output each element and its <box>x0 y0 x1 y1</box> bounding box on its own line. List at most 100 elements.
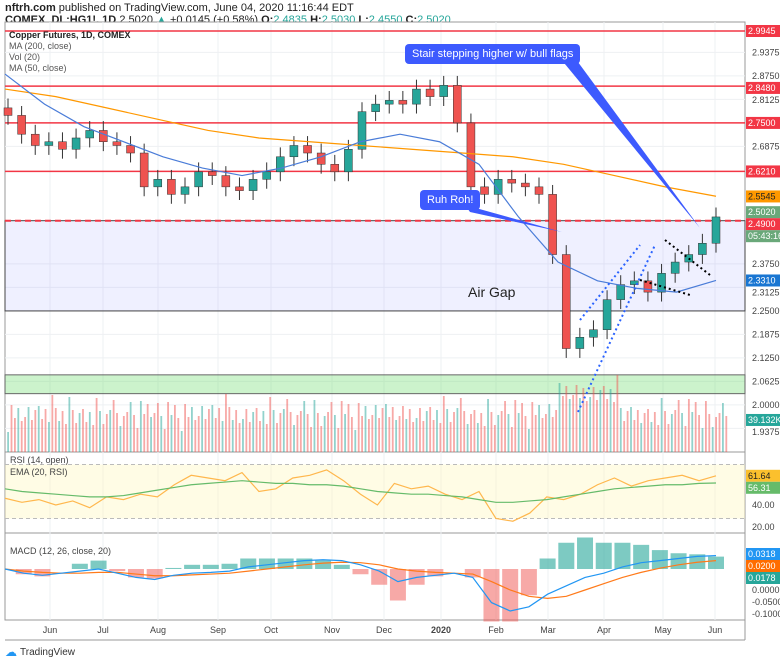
macd-histogram-bar <box>127 569 144 578</box>
y-tick-label: 2.6875 <box>752 141 780 151</box>
legend-macd[interactable]: MACD (12, 26, close, 20) <box>10 546 112 556</box>
legend-ma50[interactable]: MA (50, close) <box>9 63 67 73</box>
last-price-label-bg <box>746 206 780 219</box>
volume-bar <box>527 429 530 452</box>
candle-body <box>44 141 54 146</box>
volume-bar <box>439 423 442 452</box>
volume-bar <box>58 421 61 452</box>
volume-bar <box>626 411 629 452</box>
volume-bar <box>473 410 476 452</box>
volume-bar <box>75 423 78 452</box>
tradingview-cloud-icon: ☁ <box>5 645 17 659</box>
volume-bar <box>510 427 513 452</box>
volume-bar <box>483 426 486 452</box>
legend-volume[interactable]: Vol (20) <box>9 52 41 62</box>
candle-body <box>412 88 421 105</box>
volume-bar <box>677 400 680 452</box>
level-label: 2.9945 <box>748 26 776 36</box>
macd-histogram-bar <box>333 564 350 569</box>
bull-flags-callout[interactable]: Stair stepping higher w/ bull flags <box>405 44 581 64</box>
candle-body <box>398 100 408 105</box>
macd-histogram-bar <box>202 564 219 569</box>
legend-ema-rsi[interactable]: EMA (20, RSI) <box>10 467 68 477</box>
volume-bar <box>388 417 391 452</box>
volume-bar <box>442 396 445 452</box>
volume-bar <box>44 409 47 452</box>
macd-histogram-bar <box>708 556 724 569</box>
volume-bar <box>555 410 558 452</box>
volume-bar <box>374 405 377 452</box>
candle-body <box>561 254 571 349</box>
volume-bar <box>313 400 316 452</box>
macd-histogram-bar <box>670 553 687 569</box>
volume-bar <box>585 401 588 452</box>
macd-histogram-bar <box>633 544 650 569</box>
volume-bar <box>562 396 564 452</box>
volume-bar <box>504 401 506 452</box>
volume-bar <box>173 405 176 452</box>
volume-bar <box>378 418 381 452</box>
rsi-y-tick: 40.00 <box>752 500 775 510</box>
candle-body <box>534 186 544 195</box>
volume-bar <box>252 412 255 452</box>
volume-bar <box>282 409 285 452</box>
volume-bar <box>262 411 265 452</box>
volume-bar <box>303 401 306 452</box>
volume-bar <box>517 413 520 452</box>
legend-rsi[interactable]: RSI (14, open) <box>10 455 69 465</box>
candle-body <box>3 107 13 116</box>
volume-bar <box>429 407 432 452</box>
tradingview-logo[interactable]: ☁ TradingView <box>5 645 75 659</box>
macd-histogram-bar <box>221 563 238 569</box>
volume-bar <box>235 410 238 452</box>
macd-histogram-bar <box>71 563 88 569</box>
volume-bar <box>708 414 711 452</box>
brand-name: TradingView <box>20 646 76 658</box>
legend-ma200[interactable]: MA (200, close) <box>9 41 72 51</box>
volume-bar <box>333 415 336 452</box>
candle-body <box>425 88 435 97</box>
volume-bar <box>272 410 275 452</box>
volume-bar <box>592 387 595 452</box>
volume-bar <box>405 419 408 452</box>
support-zone <box>4 374 746 395</box>
ruh-roh-pointer <box>465 205 562 232</box>
rsi-label: 61.64 <box>748 471 771 481</box>
volume-bar <box>286 399 289 452</box>
volume-bar <box>630 407 632 452</box>
air-gap-zone <box>4 220 746 312</box>
volume-bar <box>545 414 547 452</box>
candle-body <box>711 216 721 244</box>
level-label: 2.8480 <box>748 83 776 93</box>
volume-bar <box>470 414 472 452</box>
macd-y-tick: -0.1000 <box>752 609 780 619</box>
y-tick-label: 2.0625 <box>752 376 780 386</box>
volume-bar <box>143 414 146 452</box>
volume-bar <box>105 414 108 452</box>
volume-bar <box>684 426 687 452</box>
volume-bar <box>65 424 67 452</box>
candle-body <box>548 194 557 255</box>
volume-bar <box>95 398 98 452</box>
publisher: nftrh.com <box>5 2 56 14</box>
volume-bar <box>701 428 704 452</box>
volume-bar <box>398 416 401 452</box>
volume-bar <box>606 399 609 452</box>
volume-bar <box>119 426 122 452</box>
volume-bar <box>92 425 95 452</box>
x-tick-label: Sep <box>210 625 226 635</box>
x-tick-label: 2020 <box>431 625 451 635</box>
ma200-line <box>4 88 717 197</box>
macd-histogram-bar <box>165 567 182 569</box>
candle-body <box>112 141 122 146</box>
macd-histogram-bar <box>689 554 706 569</box>
candle-body <box>453 85 462 124</box>
volume-bar <box>500 411 503 452</box>
macd-histogram-bar <box>90 560 107 569</box>
macd-histogram-bar <box>352 569 369 575</box>
volume-bar <box>129 402 132 452</box>
volume-bar <box>146 404 149 452</box>
ruh-roh-callout[interactable]: Ruh Roh! <box>420 190 481 210</box>
legend-title[interactable]: Copper Futures, 1D, COMEX <box>9 30 131 40</box>
